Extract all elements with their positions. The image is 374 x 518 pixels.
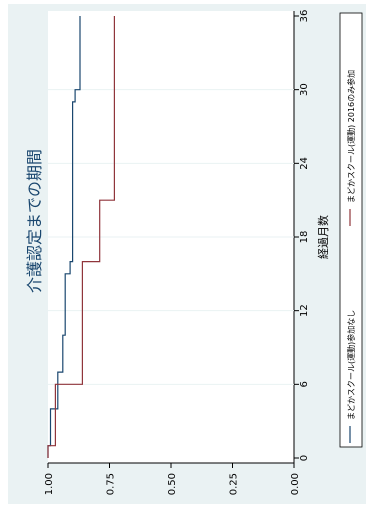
series-line-0 (47, 16, 81, 458)
legend-label-series-0: まどかスクール(運動)参加なし (346, 310, 356, 420)
month-axis-ticks: 0 6 12 18 24 30 36 (294, 10, 310, 461)
x-axis-label: 経過月数 (317, 215, 330, 259)
legend-box (339, 12, 363, 448)
series-layer (47, 16, 116, 458)
month-tick-label-18: 18 (299, 231, 310, 244)
value-tick-label-1: 0.25 (229, 473, 240, 495)
legend: まどかスクール(運動)参加なし まどかスクール(運動) 2016のみ参加 (339, 12, 363, 448)
month-tick-label-12: 12 (299, 304, 310, 317)
month-tick-label-24: 24 (299, 157, 310, 170)
value-tick-label-4: 1.00 (44, 473, 55, 495)
grid-lines (48, 89, 294, 385)
chart-title: 介護認定までの期間 (25, 149, 44, 293)
series-line-1 (47, 16, 116, 458)
month-tick-label-0: 0 (299, 455, 310, 461)
value-tick-label-0: 0.00 (290, 473, 301, 495)
legend-label-series-1: まどかスクール(運動) 2016のみ参加 (346, 70, 356, 203)
value-axis-ticks: 0.00 0.25 0.50 0.75 1.00 (44, 463, 301, 495)
month-tick-label-30: 30 (299, 83, 310, 96)
month-tick-label-6: 6 (299, 381, 310, 387)
value-tick-label-3: 0.75 (106, 473, 117, 495)
value-tick-label-2: 0.50 (167, 473, 178, 495)
month-tick-label-36: 36 (299, 10, 310, 23)
